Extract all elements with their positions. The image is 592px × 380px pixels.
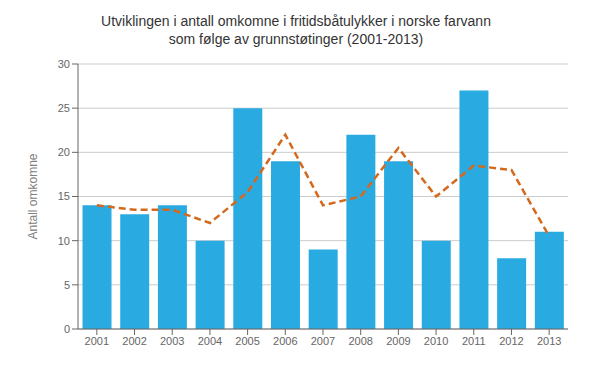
svg-text:2003: 2003 — [160, 335, 184, 347]
svg-text:2012: 2012 — [499, 335, 523, 347]
svg-text:2001: 2001 — [85, 335, 109, 347]
svg-text:25: 25 — [58, 102, 70, 114]
svg-text:30: 30 — [58, 58, 70, 70]
svg-text:2013: 2013 — [537, 335, 561, 347]
svg-text:15: 15 — [58, 190, 70, 202]
html-text:som følge av grunnstøtinger (2: som følge av grunnstøtinger (2001-2013) — [168, 31, 424, 47]
svg-text:0: 0 — [64, 323, 70, 335]
svg-text:2009: 2009 — [386, 335, 410, 347]
svg-text:2002: 2002 — [122, 335, 146, 347]
svg-text:2007: 2007 — [311, 335, 335, 347]
html-text:Utviklingen i antall omkomne i: Utviklingen i antall omkomne i fritidsbå… — [101, 13, 491, 29]
svg-text:10: 10 — [58, 235, 70, 247]
svg-text:2011: 2011 — [462, 335, 486, 347]
svg-text:2010: 2010 — [424, 335, 448, 347]
svg-text:Antall omkomne: Antall omkomne — [26, 153, 40, 239]
svg-text:5: 5 — [64, 279, 70, 291]
svg-text:2008: 2008 — [348, 335, 372, 347]
svg-text:20: 20 — [58, 146, 70, 158]
svg-text:2004: 2004 — [198, 335, 222, 347]
svg-text:2005: 2005 — [235, 335, 259, 347]
svg-text:2006: 2006 — [273, 335, 297, 347]
